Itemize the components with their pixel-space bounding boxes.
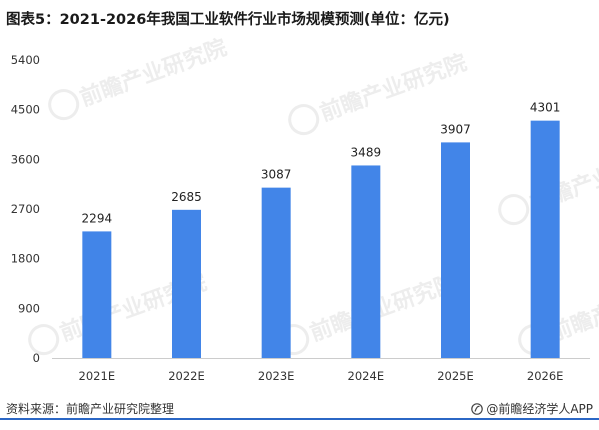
bar: [530, 120, 560, 358]
data-label: 2685: [171, 190, 202, 204]
data-label: 4301: [530, 101, 561, 115]
y-tick-label: 900: [18, 301, 40, 315]
data-label: 3489: [351, 145, 382, 159]
x-tick-label: 2021E: [79, 369, 116, 383]
data-label: 3087: [261, 168, 292, 182]
bar: [172, 209, 201, 358]
svg-text:前瞻产业研究院: 前瞻产业研究院: [306, 269, 460, 346]
x-tick-label: 2024E: [348, 369, 385, 383]
svg-text:前瞻产业研究院: 前瞻产业研究院: [316, 49, 470, 126]
bar: [441, 142, 470, 358]
bar: [261, 187, 291, 358]
y-tick-label: 5400: [11, 53, 40, 67]
data-label: 3907: [440, 122, 471, 136]
x-tick-label: 2026E: [527, 369, 564, 383]
bar: [82, 231, 112, 358]
footer: 资料来源：前瞻产业研究院整理 @前瞻经济学人APP: [0, 398, 599, 420]
data-label: 2294: [82, 211, 113, 225]
qianzhan-logo-icon: [471, 402, 484, 415]
source-note: 资料来源：前瞻产业研究院整理: [6, 402, 175, 416]
x-tick-label: 2023E: [258, 369, 295, 383]
bars: [82, 120, 560, 358]
x-axis-ticks: 2021E 2022E 2023E 2024E 2025E 2026E: [79, 369, 564, 383]
y-tick-label: 4500: [11, 103, 40, 117]
bar: [351, 165, 381, 358]
footer-rule: [0, 418, 599, 420]
credit: @前瞻经济学人APP: [471, 400, 593, 417]
y-tick-label: 0: [33, 351, 40, 365]
watermark: 前瞻产业研究院: [48, 34, 230, 121]
svg-text:前瞻产业研究院: 前瞻产业研究院: [76, 34, 230, 111]
chart-title: 图表5：2021-2026年我国工业软件行业市场规模预测(单位：亿元): [6, 12, 450, 28]
credit-text: @前瞻经济学人APP: [486, 402, 593, 416]
x-tick-label: 2025E: [437, 369, 474, 383]
y-tick-label: 2700: [11, 202, 40, 216]
y-tick-label: 3600: [11, 152, 40, 166]
data-labels: 2294 2685 3087 3489 3907 4301: [82, 101, 561, 226]
x-tick-label: 2022E: [168, 369, 205, 383]
y-axis-ticks: 0 900 1800 2700 3600 4500 5400: [11, 53, 40, 365]
y-tick-label: 1800: [11, 252, 40, 266]
